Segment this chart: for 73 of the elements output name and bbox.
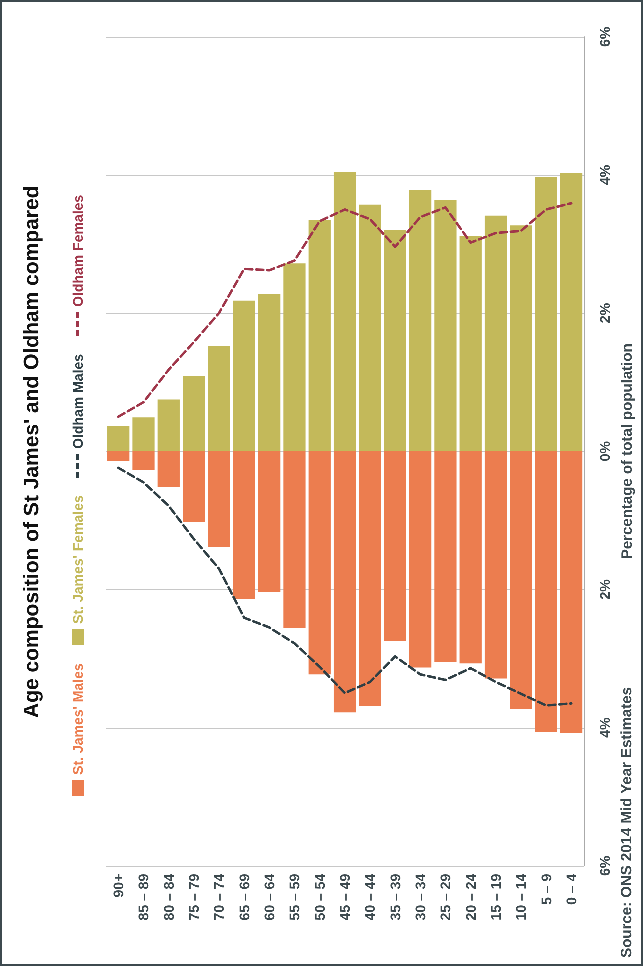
x-tick-label: 5 – 9 bbox=[538, 874, 554, 906]
text: Oldham Females bbox=[70, 194, 86, 307]
x-tick-label: 40 – 44 bbox=[362, 874, 378, 921]
text: Age composition of St James' and Oldham compared bbox=[20, 186, 44, 718]
bar bbox=[233, 300, 256, 452]
bar bbox=[334, 452, 356, 713]
bar bbox=[384, 230, 406, 452]
x-tick-label: 60 – 64 bbox=[262, 874, 278, 921]
text: St. James' Females bbox=[70, 496, 86, 624]
y-axis-title: Percentage of total population bbox=[619, 344, 636, 560]
bar bbox=[510, 226, 532, 452]
x-tick-label: 35 – 39 bbox=[387, 874, 404, 921]
bar bbox=[460, 452, 482, 664]
bar bbox=[359, 204, 382, 452]
bar bbox=[308, 452, 331, 675]
bar bbox=[284, 452, 306, 628]
y-tick-label: 2% bbox=[597, 579, 614, 600]
bar bbox=[108, 452, 130, 462]
source-note: Source: ONS 2014 Mid Year Estimates bbox=[618, 687, 636, 958]
bar bbox=[183, 452, 206, 522]
x-tick-label: 10 – 14 bbox=[513, 874, 530, 921]
bar bbox=[484, 216, 508, 452]
bar bbox=[108, 426, 130, 452]
bar bbox=[158, 400, 180, 452]
bar bbox=[208, 452, 230, 548]
y-tick-label: 0% bbox=[597, 440, 614, 462]
bar bbox=[233, 452, 256, 600]
bar bbox=[434, 200, 457, 452]
x-tick-label: 90+ bbox=[110, 874, 127, 898]
y-tick-label: 2% bbox=[597, 302, 614, 324]
bar bbox=[284, 264, 306, 452]
line-series bbox=[117, 466, 573, 707]
bar bbox=[258, 452, 281, 592]
bar bbox=[409, 452, 432, 668]
bar bbox=[510, 452, 532, 710]
bar bbox=[132, 452, 155, 470]
bar bbox=[132, 418, 155, 452]
bar bbox=[384, 452, 406, 642]
x-tick-label: 0 – 4 bbox=[564, 874, 580, 906]
x-tick-label: 30 – 34 bbox=[412, 874, 429, 921]
bar bbox=[484, 452, 508, 679]
x-tick-label: 70 – 74 bbox=[211, 874, 228, 921]
y-tick-label: 6% bbox=[597, 26, 614, 48]
bar bbox=[308, 220, 331, 452]
bar bbox=[560, 173, 583, 452]
bar bbox=[535, 177, 558, 452]
line-series bbox=[117, 202, 573, 418]
x-tick-label: 85 – 89 bbox=[136, 874, 152, 921]
bar bbox=[183, 376, 206, 452]
x-tick-label: 80 – 84 bbox=[160, 874, 177, 921]
bar bbox=[258, 294, 281, 452]
bar bbox=[409, 190, 432, 452]
x-tick-label: 20 – 24 bbox=[462, 874, 479, 921]
x-tick-label: 25 – 29 bbox=[438, 874, 454, 921]
text: Oldham Males bbox=[70, 354, 86, 449]
bar bbox=[560, 452, 583, 734]
text: St. James' Males bbox=[70, 663, 86, 775]
x-tick-label: 55 – 59 bbox=[286, 874, 303, 921]
x-tick-label: 75 – 79 bbox=[186, 874, 202, 921]
x-tick-label: 45 – 49 bbox=[337, 874, 354, 921]
x-tick-label: 15 – 19 bbox=[488, 874, 504, 921]
bar bbox=[359, 452, 382, 706]
bar bbox=[434, 452, 457, 662]
x-tick-label: 50 – 54 bbox=[312, 874, 328, 921]
y-tick-label: 4% bbox=[597, 164, 614, 186]
bar bbox=[334, 172, 356, 452]
x-tick-label: 65 – 69 bbox=[236, 874, 252, 921]
y-tick-label: 4% bbox=[597, 717, 614, 738]
bar bbox=[208, 346, 230, 452]
bar bbox=[158, 452, 180, 488]
bar bbox=[460, 236, 482, 452]
bar bbox=[535, 452, 558, 732]
y-tick-label: 6% bbox=[597, 855, 614, 876]
